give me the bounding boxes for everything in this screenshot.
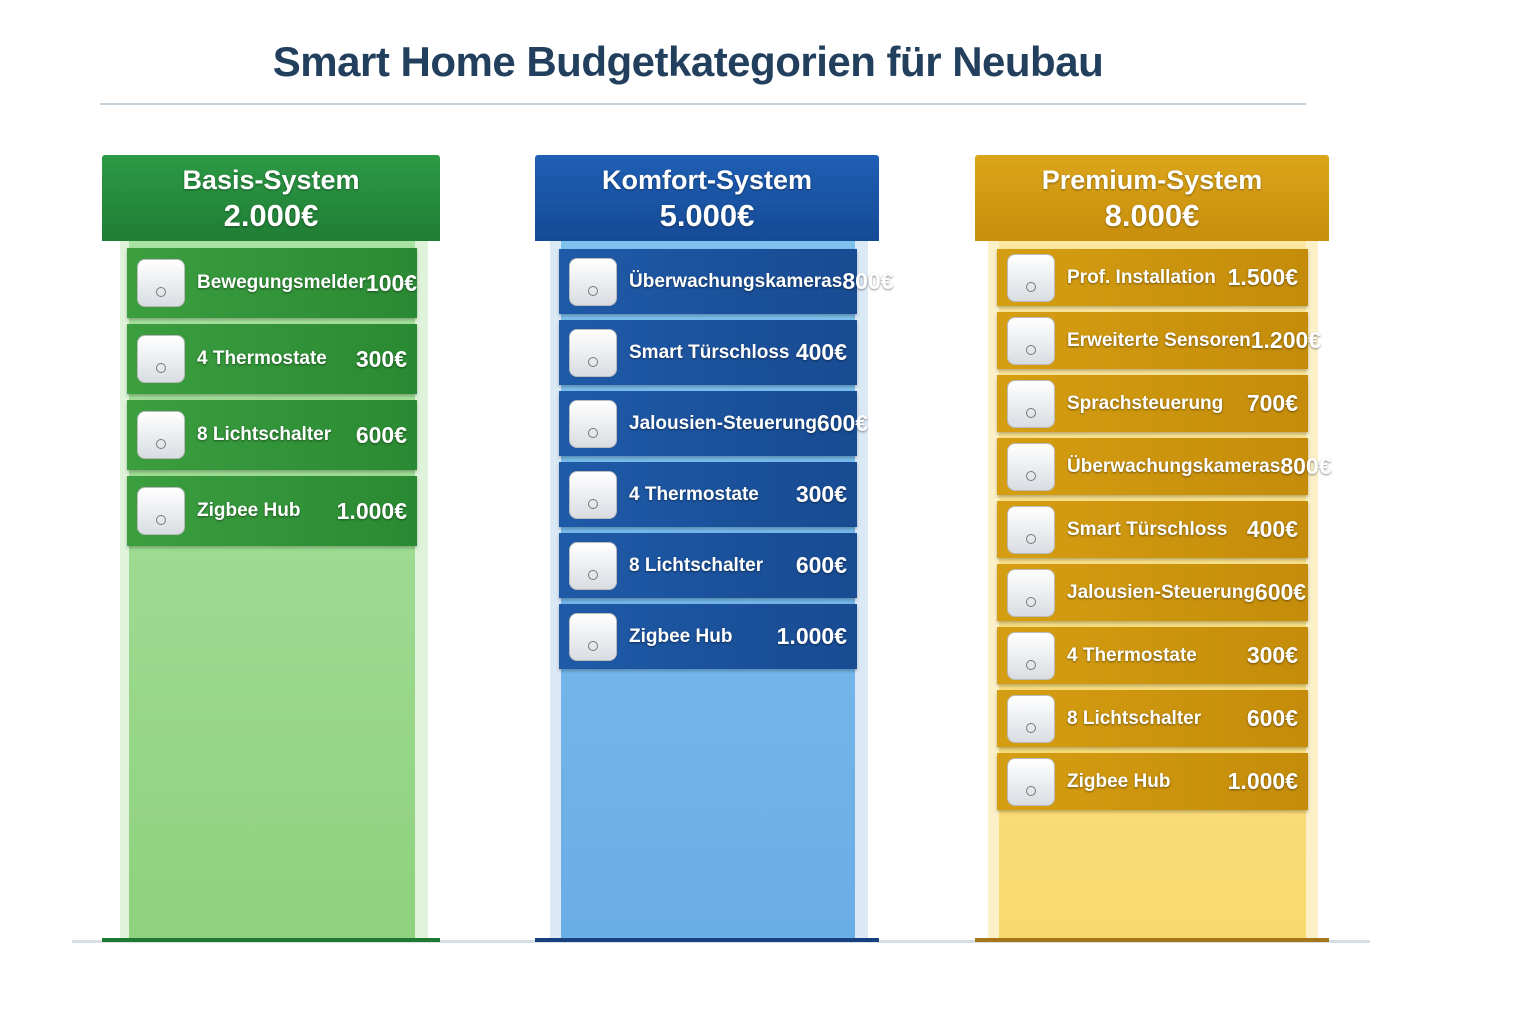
item-price: 700€ — [1246, 390, 1298, 416]
budget-item: 4 Thermostate 300€ — [559, 462, 857, 527]
column-header: Komfort-System 5.000€ — [535, 155, 879, 241]
item-price: 1.500€ — [1227, 264, 1298, 290]
column-total: 2.000€ — [223, 198, 319, 233]
item-label: Prof. Installation — [1067, 266, 1216, 288]
divider — [100, 103, 1306, 105]
budget-item: 4 Thermostate 300€ — [127, 324, 417, 394]
item-price: 800€ — [842, 268, 894, 294]
budget-item: 8 Lichtschalter 600€ — [127, 400, 417, 470]
item-label: Überwachungskameras — [629, 270, 843, 292]
item-icon — [1007, 442, 1055, 491]
item-label: Zigbee Hub — [197, 500, 301, 521]
item-price: 400€ — [795, 339, 847, 365]
item-label: Bewegungsmelder — [197, 272, 366, 293]
item-price: 600€ — [1254, 579, 1307, 605]
item-label: Jalousien-Steuerung — [1067, 581, 1255, 603]
item-price: 600€ — [816, 410, 869, 436]
budget-item: Überwachungskameras 800€ — [997, 438, 1332, 495]
item-label: Smart Türschloss — [629, 341, 790, 363]
item-icon — [137, 335, 185, 383]
item-icon — [1007, 253, 1055, 302]
budget-item: Erweiterte Sensoren 1.200€ — [997, 312, 1321, 369]
item-icon — [569, 328, 617, 377]
item-price: 100€ — [365, 269, 418, 296]
budget-item: Überwachungskameras 800€ — [559, 249, 894, 314]
column-base — [975, 938, 1329, 942]
item-icon — [1007, 568, 1055, 617]
column-name: Premium-System — [1041, 165, 1263, 195]
item-price: 600€ — [355, 421, 407, 448]
item-label: 8 Lichtschalter — [629, 554, 764, 576]
item-icon — [137, 411, 185, 459]
item-label: Erweiterte Sensoren — [1067, 329, 1251, 351]
item-icon — [137, 259, 185, 307]
budget-item: Prof. Installation 1.500€ — [997, 249, 1308, 306]
budget-item: Zigbee Hub 1.000€ — [127, 476, 417, 546]
column-base — [535, 938, 879, 942]
item-price: 1.000€ — [776, 623, 847, 649]
item-label: 4 Thermostate — [629, 483, 759, 505]
item-price: 1.000€ — [1227, 768, 1298, 794]
page-title: Smart Home Budgetkategorien für Neubau — [272, 38, 1104, 85]
budget-item: Smart Türschloss 400€ — [997, 501, 1308, 558]
column-header: Basis-System 2.000€ — [102, 155, 440, 241]
budget-item: Bewegungsmelder 100€ — [127, 248, 417, 318]
budget-item: Zigbee Hub 1.000€ — [559, 604, 857, 669]
column-total: 5.000€ — [659, 198, 755, 233]
item-price: 600€ — [795, 552, 847, 578]
budget-item: Sprachsteuerung 700€ — [997, 375, 1308, 432]
item-price: 1.200€ — [1250, 327, 1322, 353]
item-price: 300€ — [355, 345, 407, 372]
item-label: 8 Lichtschalter — [197, 424, 332, 445]
item-icon — [569, 399, 617, 448]
item-icon — [569, 612, 617, 661]
item-price: 400€ — [1246, 516, 1298, 542]
item-icon — [1007, 379, 1055, 428]
column-name: Komfort-System — [601, 165, 813, 195]
column-header: Premium-System 8.000€ — [975, 155, 1329, 241]
item-label: Überwachungskameras — [1067, 455, 1281, 477]
item-label: Smart Türschloss — [1067, 518, 1228, 540]
budget-item: Jalousien-Steuerung 600€ — [559, 391, 868, 456]
item-label: Zigbee Hub — [1067, 770, 1171, 792]
budget-item: Smart Türschloss 400€ — [559, 320, 857, 385]
item-label: 8 Lichtschalter — [1067, 707, 1202, 729]
item-label: 4 Thermostate — [197, 348, 327, 369]
item-label: 4 Thermostate — [1067, 644, 1197, 666]
item-icon — [1007, 757, 1055, 806]
item-icon — [137, 487, 185, 535]
item-price: 300€ — [795, 481, 847, 507]
item-label: Jalousien-Steuerung — [629, 412, 817, 434]
item-price: 300€ — [1246, 642, 1298, 668]
item-price: 800€ — [1280, 453, 1332, 479]
budget-item: Jalousien-Steuerung 600€ — [997, 564, 1308, 621]
column-total: 8.000€ — [1104, 198, 1200, 233]
column-name: Basis-System — [182, 165, 360, 195]
item-price: 1.000€ — [336, 497, 407, 524]
item-icon — [1007, 505, 1055, 554]
item-icon — [569, 257, 617, 306]
item-icon — [1007, 694, 1055, 743]
item-label: Sprachsteuerung — [1067, 392, 1224, 414]
item-icon — [1007, 631, 1055, 680]
budget-item: 4 Thermostate 300€ — [997, 627, 1308, 684]
budget-item: 8 Lichtschalter 600€ — [997, 690, 1308, 747]
item-price: 600€ — [1246, 705, 1298, 731]
column-base — [102, 938, 440, 942]
budget-item: 8 Lichtschalter 600€ — [559, 533, 857, 598]
item-icon — [569, 470, 617, 519]
budget-item: Zigbee Hub 1.000€ — [997, 753, 1308, 810]
item-icon — [1007, 316, 1055, 365]
item-label: Zigbee Hub — [629, 625, 733, 647]
item-icon — [569, 541, 617, 590]
